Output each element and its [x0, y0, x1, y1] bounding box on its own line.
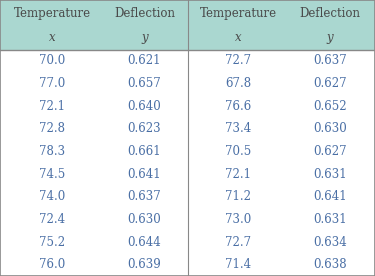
Text: x: x — [49, 31, 56, 44]
Text: 0.640: 0.640 — [128, 100, 161, 113]
Text: 0.641: 0.641 — [313, 190, 347, 203]
Text: 73.0: 73.0 — [225, 213, 251, 226]
Text: 77.0: 77.0 — [39, 77, 66, 90]
Text: 0.621: 0.621 — [128, 54, 161, 68]
Text: x: x — [235, 31, 242, 44]
Text: 70.0: 70.0 — [39, 54, 66, 68]
Bar — [0, 50, 375, 276]
Text: 0.634: 0.634 — [313, 235, 347, 249]
Text: 72.7: 72.7 — [225, 235, 251, 249]
Text: 0.627: 0.627 — [313, 145, 347, 158]
Text: 0.630: 0.630 — [128, 213, 161, 226]
Text: 0.657: 0.657 — [128, 77, 161, 90]
Text: 0.630: 0.630 — [313, 122, 347, 136]
Text: 76.6: 76.6 — [225, 100, 251, 113]
Text: 0.638: 0.638 — [313, 258, 347, 271]
Text: 74.5: 74.5 — [39, 168, 66, 181]
Text: 73.4: 73.4 — [225, 122, 251, 136]
Text: Temperature: Temperature — [200, 7, 277, 20]
Text: 0.637: 0.637 — [313, 54, 347, 68]
Text: 0.631: 0.631 — [313, 168, 347, 181]
Text: Deflection: Deflection — [300, 7, 360, 20]
Text: 0.652: 0.652 — [313, 100, 347, 113]
Text: 0.644: 0.644 — [128, 235, 161, 249]
Text: 67.8: 67.8 — [225, 77, 251, 90]
Text: 72.8: 72.8 — [39, 122, 66, 136]
Text: 78.3: 78.3 — [39, 145, 66, 158]
Text: 0.623: 0.623 — [128, 122, 161, 136]
Text: Temperature: Temperature — [14, 7, 91, 20]
Text: 0.631: 0.631 — [313, 213, 347, 226]
Bar — [0, 0, 375, 50]
Text: 72.1: 72.1 — [39, 100, 66, 113]
Text: 70.5: 70.5 — [225, 145, 251, 158]
Text: Deflection: Deflection — [114, 7, 175, 20]
Text: y: y — [141, 31, 148, 44]
Text: 72.7: 72.7 — [225, 54, 251, 68]
Text: 74.0: 74.0 — [39, 190, 66, 203]
Text: 0.637: 0.637 — [128, 190, 161, 203]
Text: 71.4: 71.4 — [225, 258, 251, 271]
Text: 76.0: 76.0 — [39, 258, 66, 271]
Text: 0.627: 0.627 — [313, 77, 347, 90]
Text: 75.2: 75.2 — [39, 235, 66, 249]
Text: y: y — [327, 31, 333, 44]
Text: 71.2: 71.2 — [225, 190, 251, 203]
Text: 0.641: 0.641 — [128, 168, 161, 181]
Text: 0.639: 0.639 — [128, 258, 161, 271]
Text: 72.1: 72.1 — [225, 168, 251, 181]
Text: 0.661: 0.661 — [128, 145, 161, 158]
Text: 72.4: 72.4 — [39, 213, 66, 226]
